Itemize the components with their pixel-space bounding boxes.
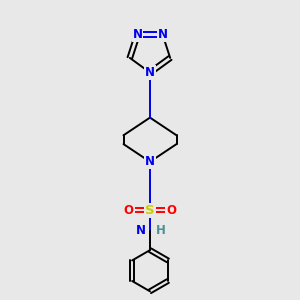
Text: O: O xyxy=(124,204,134,217)
Text: N: N xyxy=(136,224,146,238)
Text: N: N xyxy=(145,155,155,168)
Text: S: S xyxy=(145,204,155,217)
Text: H: H xyxy=(156,224,166,238)
Text: O: O xyxy=(166,204,176,217)
Text: N: N xyxy=(145,66,155,79)
Text: N: N xyxy=(133,28,142,41)
Text: N: N xyxy=(158,28,167,41)
